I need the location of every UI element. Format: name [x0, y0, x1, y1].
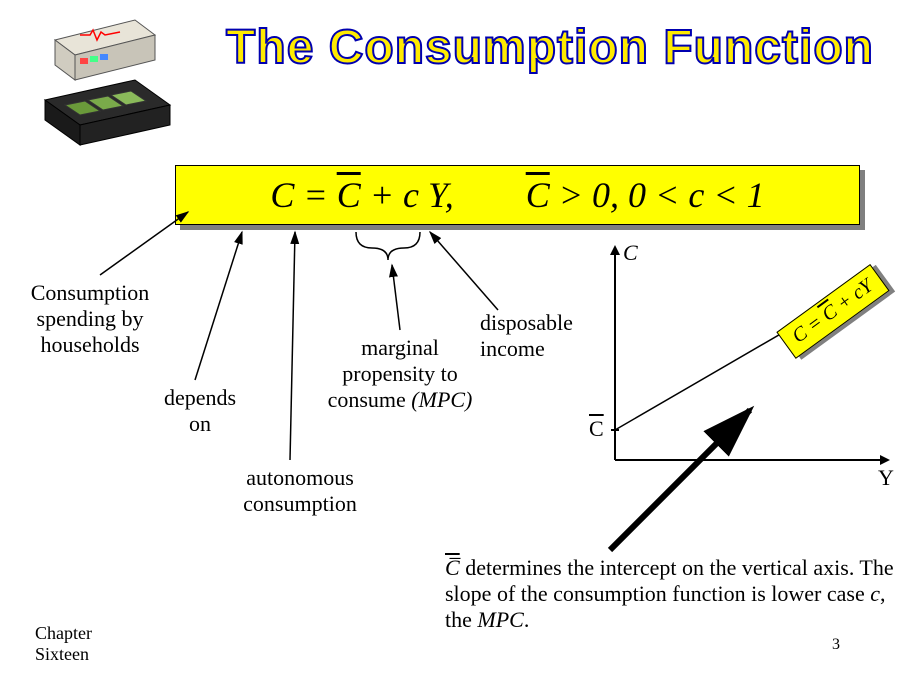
chart-y-label: C — [623, 240, 638, 266]
slide-title: The Consumption Function — [200, 20, 900, 75]
cash-register-icon — [25, 10, 175, 150]
label-depends: depends on — [145, 385, 255, 437]
label-mpc: marginal propensity to consume (MPC) — [305, 335, 495, 413]
explanation-text: C̅ determines the intercept on the verti… — [445, 555, 905, 633]
consumption-chart: C Y C C = C + cY — [585, 240, 905, 490]
page-number: 3 — [832, 636, 840, 654]
formula-box: C = C + c Y, C > 0, 0 < c < 1 — [175, 165, 860, 225]
footer-chapter: Chapter Sixteen — [35, 623, 92, 665]
chart-intercept-label: C — [589, 416, 604, 442]
formula-text: C = C + c Y, C > 0, 0 < c < 1 — [270, 174, 764, 216]
chart-x-label: Y — [878, 465, 894, 491]
label-consumption: Consumption spending by households — [5, 280, 175, 358]
label-autonomous: autonomous consumption — [215, 465, 385, 517]
